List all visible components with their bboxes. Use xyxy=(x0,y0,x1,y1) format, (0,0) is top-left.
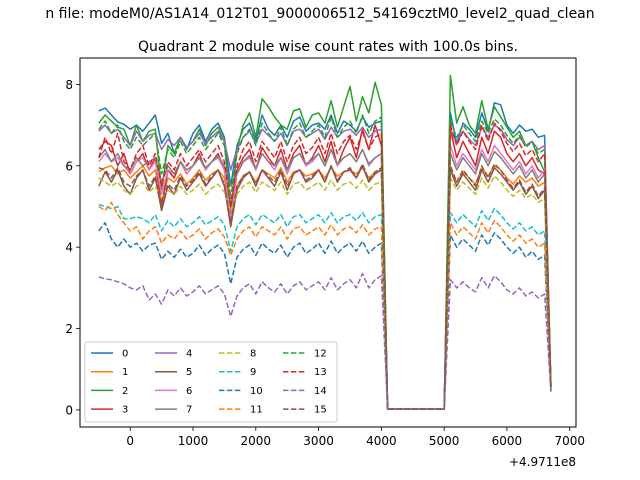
legend-label-10: 10 xyxy=(250,386,263,397)
legend-label-15: 15 xyxy=(314,405,327,416)
y-tick-label: 0 xyxy=(65,403,73,417)
legend-label-1: 1 xyxy=(122,367,128,378)
y-tick-label: 6 xyxy=(65,159,73,173)
series-line-3 xyxy=(98,124,552,410)
legend-box xyxy=(84,341,338,423)
series-line-8 xyxy=(98,175,552,410)
legend-label-2: 2 xyxy=(122,386,128,397)
series-line-7 xyxy=(98,148,552,410)
y-tick-label: 4 xyxy=(65,241,73,255)
series-line-11 xyxy=(98,201,552,410)
x-tick-label: 3000 xyxy=(303,434,334,448)
legend-label-8: 8 xyxy=(250,349,256,360)
legend-label-3: 3 xyxy=(122,405,128,416)
series-line-13 xyxy=(98,122,552,410)
legend-label-9: 9 xyxy=(250,367,256,378)
legend-label-6: 6 xyxy=(186,386,192,397)
series-layer xyxy=(98,74,552,410)
x-axis: 0 1000 2000 3000 4000 5000 6000 7000 xyxy=(126,427,585,448)
legend-label-5: 5 xyxy=(186,367,192,378)
series-line-5 xyxy=(98,165,552,410)
series-line-4 xyxy=(98,124,552,410)
y-axis: 0 2 4 6 8 xyxy=(65,78,80,417)
series-line-12 xyxy=(98,114,552,410)
x-tick-label: 0 xyxy=(126,434,134,448)
legend-label-0: 0 xyxy=(122,349,128,360)
series-line-15 xyxy=(98,163,552,410)
plot-frame xyxy=(79,57,577,428)
legend-label-13: 13 xyxy=(314,367,327,378)
chart-title: Quadrant 2 module wise count rates with … xyxy=(138,39,518,55)
figure-suptitle: n file: modeM0/AS1A14_012T01_9000006512_… xyxy=(45,6,594,22)
y-tick-label: 2 xyxy=(65,322,73,336)
series-line-10 xyxy=(98,222,552,410)
x-tick-label: 4000 xyxy=(366,434,397,448)
x-offset-label: +4.9711e8 xyxy=(509,455,576,469)
x-tick-label: 2000 xyxy=(241,434,272,448)
legend-label-12: 12 xyxy=(314,349,327,360)
series-line-9 xyxy=(98,203,552,410)
legend-label-4: 4 xyxy=(186,349,192,360)
x-tick-label: 1000 xyxy=(178,434,209,448)
x-tick-label: 5000 xyxy=(429,434,460,448)
x-tick-label: 7000 xyxy=(554,434,585,448)
series-line-2 xyxy=(98,74,552,410)
series-line-14 xyxy=(98,272,552,410)
legend-label-7: 7 xyxy=(186,405,192,416)
legend-label-14: 14 xyxy=(314,386,327,397)
y-tick-label: 8 xyxy=(65,78,73,92)
x-tick-label: 6000 xyxy=(492,434,523,448)
legend-label-11: 11 xyxy=(250,405,263,416)
